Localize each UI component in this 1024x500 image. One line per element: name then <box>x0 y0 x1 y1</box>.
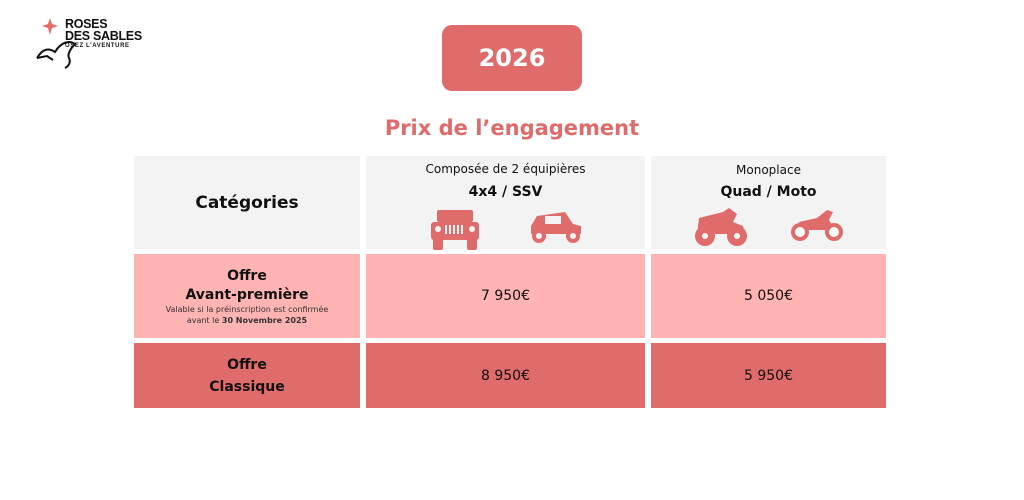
header-4x4-title: 4x4 / SSV <box>468 184 543 200</box>
logo-mountain-icon <box>36 18 77 69</box>
header-categories: Catégories <box>134 156 360 249</box>
row-avant-premiere-label: Offre Avant-première Valable si la préin… <box>134 254 360 338</box>
row-classique-label: Offre Classique <box>134 343 360 408</box>
header-quad-title: Quad / Moto <box>720 184 817 200</box>
row-label-line1: Offre <box>227 268 267 284</box>
header-quad-moto: Monoplace Quad / Moto <box>651 156 886 249</box>
row-note-prefix: avant le <box>186 316 220 325</box>
header-quad-subtitle: Monoplace <box>736 163 801 177</box>
header-4x4-ssv: Composée de 2 équipières 4x4 / SSV <box>366 156 645 250</box>
ssv-buggy-icon <box>530 212 581 243</box>
row-label-line2: Classique <box>209 378 285 395</box>
year-badge: 2026 <box>442 25 582 91</box>
dirt-bike-icon <box>790 210 843 241</box>
quad-icon <box>694 208 747 246</box>
row-label-line1: Offre <box>227 356 267 373</box>
logo-line1: ROSES <box>65 17 108 31</box>
page-title: Prix de l’engagement <box>384 116 640 140</box>
logo-tagline: OSEZ L'AVENTURE <box>65 43 130 49</box>
price-avant-premiere-4x4: 7 950€ <box>366 254 645 338</box>
logo-line2: DES SABLES <box>65 29 142 43</box>
jeep-icon <box>430 210 479 250</box>
price-classique-4x4: 8 950€ <box>366 343 645 408</box>
row-note-date: 30 Novembre 2025 <box>221 316 308 325</box>
header-4x4-subtitle: Composée de 2 équipières <box>425 162 586 176</box>
price-classique-quad: 5 950€ <box>651 343 886 408</box>
price-avant-premiere-quad: 5 050€ <box>651 254 886 338</box>
row-note-line1: Valable si la préinscription est confirm… <box>165 305 329 314</box>
row-label-line2: Avant-première <box>185 287 309 303</box>
